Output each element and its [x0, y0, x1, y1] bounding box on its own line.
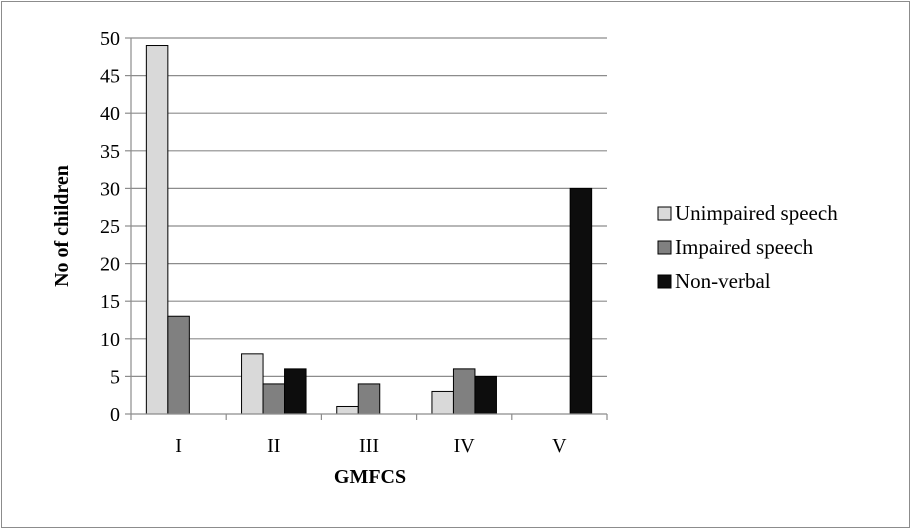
x-tick-label: III	[359, 435, 379, 457]
y-tick-label: 5	[110, 366, 120, 388]
y-tick-label: 50	[100, 28, 120, 50]
bars	[145, 45, 593, 415]
y-tick-labels: 0 5 10 15 20 25 30 35 40 45 50	[100, 28, 120, 426]
bar-I-impaired-speech	[167, 315, 190, 415]
y-tick-label: 30	[100, 178, 120, 200]
x-tick-label: I	[175, 435, 182, 457]
legend-label: Unimpaired speech	[675, 201, 838, 225]
legend-swatch	[657, 274, 672, 289]
y-tick-label: 45	[100, 66, 120, 88]
bar-I-unimpaired-speech	[145, 45, 169, 415]
y-tick-label: 10	[100, 329, 120, 351]
legend-label: Non-verbal	[675, 269, 771, 293]
bar-III-impaired-speech	[357, 383, 381, 415]
y-tick-label: 40	[100, 103, 120, 125]
bar-II-unimpaired-speech	[241, 353, 264, 415]
bar-V-non-verbal	[569, 187, 593, 415]
y-tick-label: 25	[100, 216, 120, 238]
axes	[125, 37, 608, 420]
y-tick-label: 35	[100, 141, 120, 163]
legend-swatch	[657, 206, 672, 221]
y-axis-title: No of children	[51, 165, 73, 287]
y-tick-label: 20	[100, 254, 120, 276]
y-tick-label: 0	[110, 404, 120, 426]
x-tick-label: II	[267, 435, 280, 457]
legend: Unimpaired speech Impaired speech Non-verb…	[657, 201, 838, 293]
gridlines	[131, 37, 607, 377]
bar-II-impaired-speech	[262, 383, 286, 415]
x-tick-label: V	[552, 435, 567, 457]
bar-IV-impaired-speech	[452, 368, 476, 415]
legend-label: Impaired speech	[675, 235, 814, 259]
bar-II-non-verbal	[284, 368, 307, 415]
bar-IV-non-verbal	[474, 375, 497, 415]
bar-III-unimpaired-speech	[336, 405, 359, 415]
x-axis-title: GMFCS	[334, 466, 406, 488]
bar-IV-unimpaired-speech	[431, 390, 454, 415]
x-tick-label: IV	[454, 435, 476, 457]
legend-swatch	[657, 240, 672, 255]
y-tick-label: 15	[100, 291, 120, 313]
x-tick-labels: I II III IV V	[175, 435, 567, 457]
